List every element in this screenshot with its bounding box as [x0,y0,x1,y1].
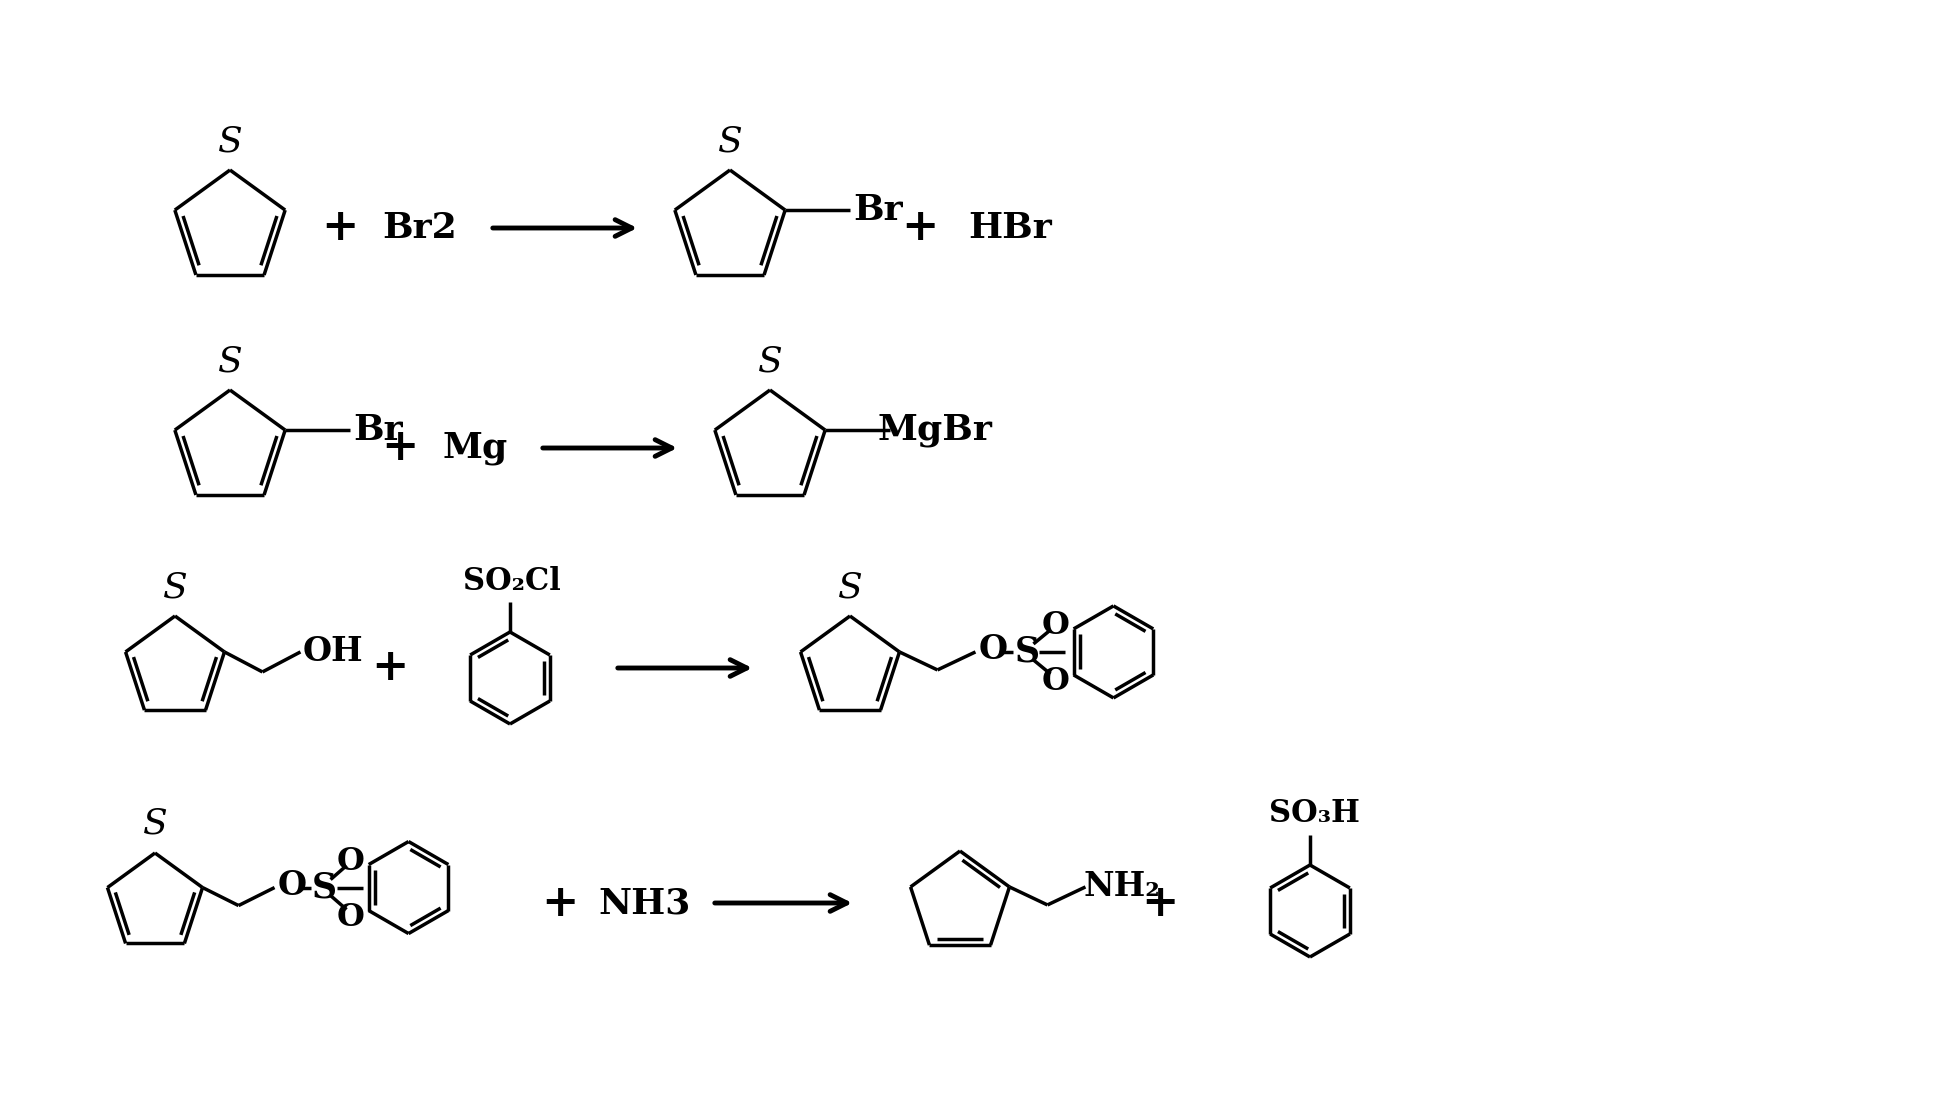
Text: Br: Br [854,193,903,227]
Text: S: S [143,807,167,841]
Text: NH3: NH3 [599,886,692,920]
Text: +: + [901,206,938,249]
Text: +: + [541,882,578,925]
Text: S: S [758,344,782,378]
Text: O: O [1042,666,1070,697]
Text: O: O [337,903,364,933]
Text: HBr: HBr [968,211,1052,245]
Text: O: O [337,847,364,877]
Text: +: + [321,206,358,249]
Text: SO₂Cl: SO₂Cl [462,567,560,597]
Text: NH₂: NH₂ [1083,871,1160,904]
Text: O: O [1042,610,1070,641]
Text: O: O [278,869,308,903]
Text: MgBr: MgBr [878,413,993,447]
Text: SO₃H: SO₃H [1269,797,1360,829]
Text: +: + [1142,882,1179,925]
Text: +: + [372,647,409,690]
Text: S: S [163,570,188,604]
Text: S: S [838,570,862,604]
Text: S: S [217,344,243,378]
Text: S: S [217,124,243,158]
Text: S: S [311,871,337,905]
Text: O: O [980,634,1009,666]
Text: Mg: Mg [443,432,507,464]
Text: S: S [717,124,742,158]
Text: Br2: Br2 [382,211,456,245]
Text: Br: Br [353,413,404,447]
Text: S: S [1015,635,1040,669]
Text: +: + [382,426,419,470]
Text: OH: OH [302,636,362,669]
